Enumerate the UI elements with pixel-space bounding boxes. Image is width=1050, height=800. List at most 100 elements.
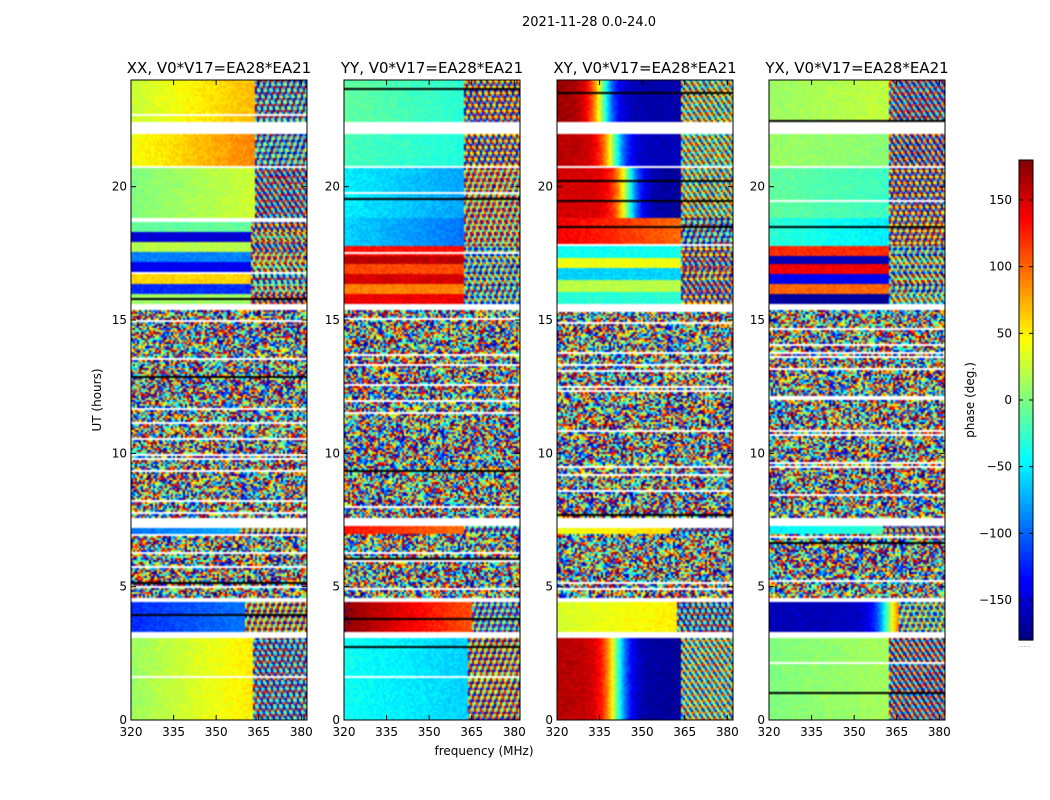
x-tick-label: 380 xyxy=(290,725,313,739)
colorbar-step xyxy=(1019,216,1033,221)
colorbar-step xyxy=(1019,312,1033,317)
colorbar-step xyxy=(1019,492,1033,497)
colorbar-step xyxy=(1019,488,1033,493)
y-tick-label: 10 xyxy=(538,446,553,460)
colorbar-step xyxy=(1019,360,1033,365)
colorbar-step xyxy=(1019,524,1033,529)
colorbar-step xyxy=(1019,356,1033,361)
colorbar-step xyxy=(1019,384,1033,389)
colorbar-tick-label: −50 xyxy=(987,460,1012,474)
x-tick-label: 320 xyxy=(333,725,356,739)
panel-3: XY, V0*V17=EA28*EA21 320 335 350 365 380 0 5 10 1… xyxy=(538,59,739,739)
colorbar-step xyxy=(1019,564,1033,569)
colorbar-step xyxy=(1019,224,1033,229)
colorbar-step xyxy=(1019,588,1033,593)
x-tick-label: 380 xyxy=(503,725,526,739)
colorbar-step xyxy=(1019,424,1033,429)
colorbar-step xyxy=(1019,364,1033,369)
x-tick-label: 335 xyxy=(375,725,398,739)
y-tick-label: 0 xyxy=(332,713,340,727)
colorbar-step xyxy=(1019,452,1033,457)
colorbar-step xyxy=(1019,212,1033,217)
colorbar-step xyxy=(1019,300,1033,305)
colorbar-step xyxy=(1019,504,1033,509)
colorbar-step xyxy=(1019,496,1033,501)
colorbar-step xyxy=(1019,544,1033,549)
y-tick-label: 20 xyxy=(325,180,340,194)
y-tick-label: 20 xyxy=(750,180,765,194)
colorbar-step xyxy=(1019,604,1033,609)
colorbar-step xyxy=(1019,388,1033,393)
colorbar-step xyxy=(1019,336,1033,341)
colorbar-step xyxy=(1019,288,1033,293)
colorbar-step xyxy=(1019,412,1033,417)
colorbar-step xyxy=(1019,200,1033,205)
y-tick-label: 15 xyxy=(538,313,553,327)
colorbar-step xyxy=(1019,408,1033,413)
panel-1-frame xyxy=(130,79,308,721)
colorbar-step xyxy=(1019,348,1033,353)
colorbar-step xyxy=(1019,592,1033,597)
colorbar-step xyxy=(1019,428,1033,433)
x-tick-label: 365 xyxy=(247,725,270,739)
x-axis-label: frequency (MHz) xyxy=(434,744,533,758)
colorbar-step xyxy=(1019,628,1033,633)
colorbar-step xyxy=(1019,172,1033,177)
y-tick-label: 20 xyxy=(112,180,127,194)
panel-2-title: YY, V0*V17=EA28*EA21 xyxy=(340,59,523,77)
panel-3-frame xyxy=(556,79,734,721)
colorbar-step xyxy=(1019,340,1033,345)
y-tick-label: 10 xyxy=(325,446,340,460)
colorbar-step xyxy=(1019,456,1033,461)
panel-1-title: XX, V0*V17=EA28*EA21 xyxy=(127,59,311,77)
panel-1-waterfall-image xyxy=(131,80,307,720)
colorbar-step xyxy=(1019,228,1033,233)
colorbar-step xyxy=(1019,536,1033,541)
colorbar-step xyxy=(1019,472,1033,477)
colorbar-step xyxy=(1019,500,1033,505)
y-tick-label: 0 xyxy=(757,713,765,727)
colorbar-step xyxy=(1019,160,1033,165)
colorbar-step xyxy=(1019,548,1033,553)
y-tick-label: 5 xyxy=(119,580,127,594)
colorbar-step xyxy=(1019,624,1033,629)
colorbar-step xyxy=(1019,368,1033,373)
x-tick-label: 350 xyxy=(843,725,866,739)
colorbar-step xyxy=(1019,276,1033,281)
y-tick-label: 5 xyxy=(332,580,340,594)
colorbar-step xyxy=(1019,464,1033,469)
colorbar-step xyxy=(1019,320,1033,325)
colorbar-tick-label: 150 xyxy=(989,193,1012,207)
colorbar-step xyxy=(1019,460,1033,465)
colorbar-step xyxy=(1019,208,1033,213)
colorbar-step xyxy=(1019,432,1033,437)
colorbar-step xyxy=(1019,616,1033,621)
y-tick-label: 10 xyxy=(112,446,127,460)
x-tick-label: 365 xyxy=(673,725,696,739)
x-tick-label: 320 xyxy=(546,725,569,739)
panel-2-waterfall-image xyxy=(344,80,520,720)
colorbar-tick-label: 0 xyxy=(1004,393,1012,407)
colorbar-step xyxy=(1019,476,1033,481)
colorbar-step xyxy=(1019,484,1033,489)
x-tick-label: 365 xyxy=(885,725,908,739)
colorbar-step xyxy=(1019,512,1033,517)
colorbar-step xyxy=(1019,376,1033,381)
colorbar-step xyxy=(1019,632,1033,637)
panel-1: XX, V0*V17=EA28*EA21 320 335 350 365 380 0 5 10 1… xyxy=(112,59,313,739)
colorbar-step xyxy=(1019,272,1033,277)
colorbar-step xyxy=(1019,620,1033,625)
colorbar-step xyxy=(1019,344,1033,349)
colorbar-step xyxy=(1019,556,1033,561)
panel-2-frame xyxy=(343,79,521,721)
colorbar-footnote: ..... xyxy=(1019,641,1030,649)
colorbar-step xyxy=(1019,380,1033,385)
panel-group: XX, V0*V17=EA28*EA21 320 335 350 365 380 0 5 10 1… xyxy=(112,59,951,739)
panel-2: YY, V0*V17=EA28*EA21 320 335 350 365 380 0 5 10 1… xyxy=(325,59,526,739)
colorbar: 150 100 50 0 −50 −100 −150 xyxy=(979,159,1034,641)
x-tick-label: 350 xyxy=(418,725,441,739)
colorbar-step xyxy=(1019,256,1033,261)
colorbar-step xyxy=(1019,468,1033,473)
y-tick-label: 20 xyxy=(538,180,553,194)
